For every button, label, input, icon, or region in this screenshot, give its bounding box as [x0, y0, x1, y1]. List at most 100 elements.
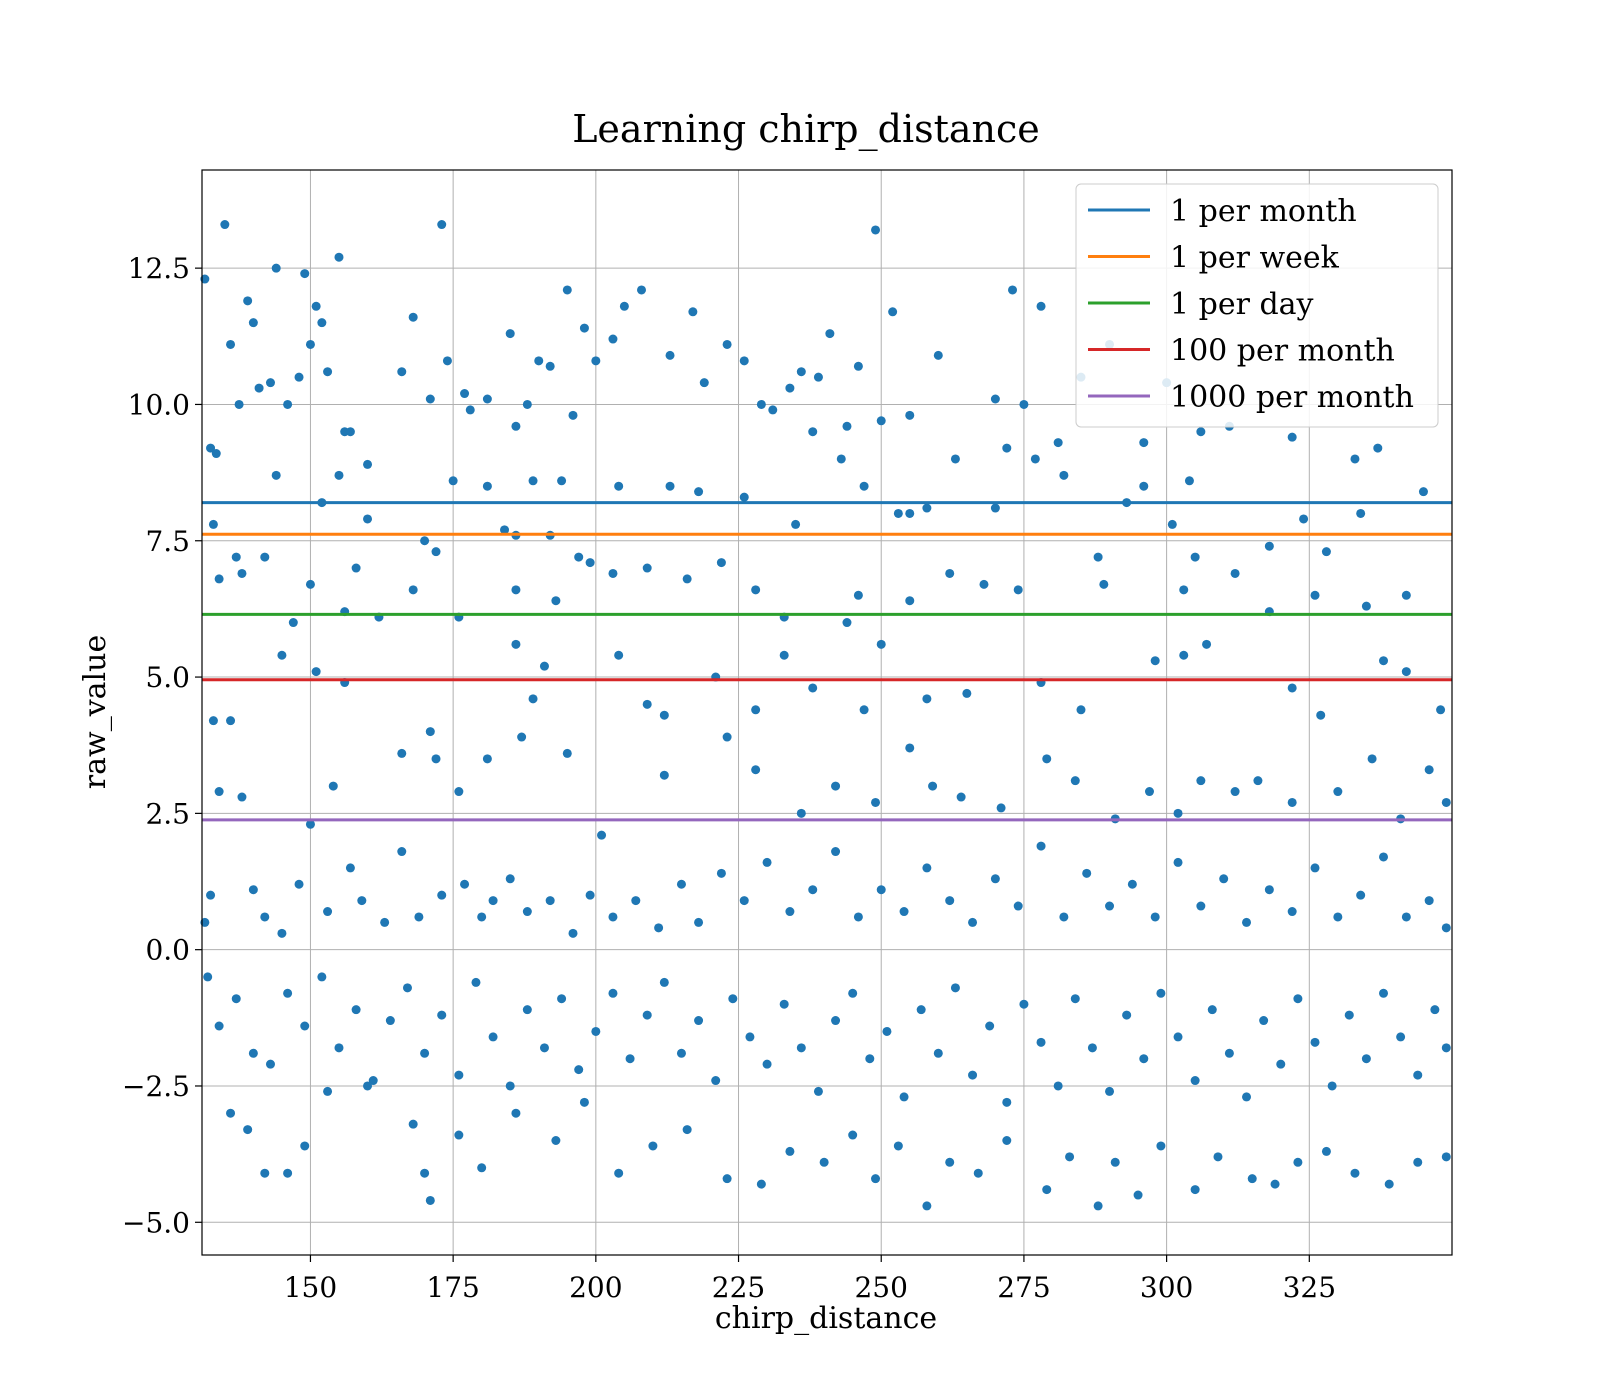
scatter-point — [762, 857, 772, 867]
scatter-point — [1053, 1081, 1063, 1091]
scatter-point — [722, 339, 732, 349]
scatter-point — [260, 912, 270, 922]
scatter-point — [420, 536, 430, 546]
scatter-point — [294, 879, 304, 889]
scatter-point — [1413, 1157, 1423, 1167]
scatter-point — [716, 558, 726, 568]
scatter-point — [408, 585, 418, 595]
scatter-point — [288, 618, 298, 628]
scatter-point — [437, 890, 447, 900]
scatter-point — [1019, 399, 1029, 409]
scatter-point — [454, 1130, 464, 1140]
legend-label: 1 per week — [1170, 241, 1340, 276]
scatter-point — [842, 421, 852, 431]
scatter-point — [231, 994, 241, 1004]
scatter-point — [1259, 1016, 1269, 1026]
scatter-point — [420, 1168, 430, 1178]
scatter-point — [1156, 988, 1166, 998]
scatter-point — [1344, 1010, 1354, 1020]
scatter-point — [317, 318, 327, 328]
scatter-point — [722, 732, 732, 742]
scatter-point — [477, 1163, 487, 1173]
scatter-point — [300, 269, 310, 279]
scatter-point — [1190, 1185, 1200, 1195]
scatter-point — [739, 896, 749, 906]
scatter-point — [237, 568, 247, 578]
scatter-point — [477, 912, 487, 922]
scatter-point — [825, 329, 835, 339]
scatter-point — [539, 661, 549, 671]
scatter-point — [505, 1081, 515, 1091]
scatter-point — [283, 1168, 293, 1178]
scatter-point — [568, 410, 578, 420]
scatter-point — [1139, 438, 1149, 448]
scatter-point — [448, 476, 458, 486]
scatter-point — [431, 547, 441, 557]
scatter-point — [1190, 552, 1200, 562]
scatter-point — [1213, 1152, 1223, 1162]
scatter-point — [1036, 301, 1046, 311]
scatter-point — [1379, 656, 1389, 666]
scatter-point — [200, 917, 210, 927]
scatter-point — [659, 770, 669, 780]
scatter-point — [979, 579, 989, 589]
scatter-point — [1030, 454, 1040, 464]
scatter-point — [243, 1125, 253, 1135]
scatter-point — [579, 323, 589, 333]
scatter-point — [248, 1048, 258, 1058]
scatter-point — [591, 356, 601, 366]
scatter-point — [762, 1059, 772, 1069]
scatter-point — [482, 481, 492, 491]
scatter-point — [631, 896, 641, 906]
scatter-point — [482, 754, 492, 764]
scatter-point — [859, 705, 869, 715]
scatter-point — [905, 743, 915, 753]
scatter-point — [1436, 705, 1446, 715]
scatter-point — [990, 503, 1000, 513]
scatter-point — [1424, 765, 1434, 775]
scatter-point — [437, 1010, 447, 1020]
scatter-point — [1299, 514, 1309, 524]
scatter-point — [200, 274, 210, 284]
scatter-point — [539, 1043, 549, 1053]
scatter-point — [1316, 710, 1326, 720]
scatter-point — [271, 263, 281, 273]
scatter-point — [208, 519, 218, 529]
scatter-point — [1167, 519, 1177, 529]
scatter-point — [711, 1076, 721, 1086]
scatter-point — [1093, 1201, 1103, 1211]
scatter-point — [922, 503, 932, 513]
scatter-point — [283, 399, 293, 409]
scatter-point — [557, 476, 567, 486]
legend: 1 per month 1 per week 1 per day 100 per mo… — [1075, 183, 1439, 428]
scatter-point — [1008, 285, 1018, 295]
scatter-point — [1156, 1141, 1166, 1151]
scatter-point — [505, 874, 515, 884]
scatter-point — [454, 787, 464, 797]
scatter-point — [1413, 1070, 1423, 1080]
scatter-point — [1310, 1037, 1320, 1047]
scatter-point — [899, 1092, 909, 1102]
scatter-point — [1379, 988, 1389, 998]
scatter-point — [1379, 852, 1389, 862]
scatter-point — [237, 792, 247, 802]
scatter-point — [414, 912, 424, 922]
scatter-point — [271, 470, 281, 480]
scatter-point — [853, 590, 863, 600]
x-tick-label: 300 — [1140, 1271, 1193, 1304]
scatter-point — [819, 1157, 829, 1167]
scatter-point — [522, 907, 532, 917]
scatter-point — [220, 220, 230, 230]
scatter-point — [676, 1048, 686, 1058]
scatter-point — [397, 748, 407, 758]
scatter-point — [511, 639, 521, 649]
scatter-point — [323, 907, 333, 917]
scatter-point — [522, 399, 532, 409]
scatter-point — [682, 1125, 692, 1135]
scatter-point — [1396, 1032, 1406, 1042]
scatter-point — [808, 683, 818, 693]
scatter-point — [488, 1032, 498, 1042]
scatter-point — [796, 1043, 806, 1053]
scatter-point — [214, 787, 224, 797]
